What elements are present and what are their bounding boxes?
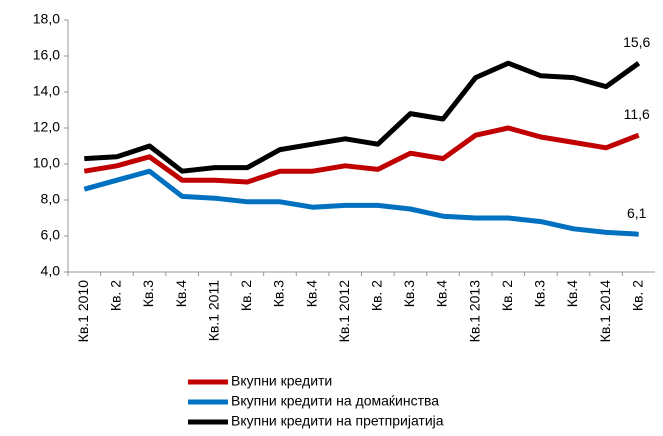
x-tick-label: Кв. 2 — [369, 280, 385, 311]
series-line — [83, 168, 639, 237]
data-label: 6,1 — [627, 205, 647, 221]
y-tick-label: 12,0 — [33, 119, 60, 135]
x-tick-label: Кв.4 — [434, 280, 450, 307]
legend-label: Вкупни кредити — [231, 373, 332, 389]
x-tick-label: Кв.1 2013 — [466, 280, 482, 343]
data-label: 15,6 — [623, 34, 650, 50]
x-tick-label: Кв.1 2010 — [75, 280, 91, 343]
x-tick-label: Кв.1 2011 — [205, 280, 221, 341]
x-tick-label: Кв.3 — [271, 280, 287, 307]
x-tick-label: Кв. 2 — [238, 280, 254, 311]
x-tick-label: Кв.4 — [303, 280, 319, 307]
x-tick-label: Кв.4 — [173, 280, 189, 307]
x-tick-label: Кв.3 — [401, 280, 417, 307]
y-tick-label: 4,0 — [41, 263, 61, 279]
y-tick-label: 8,0 — [41, 191, 61, 207]
series-line — [84, 60, 641, 174]
x-tick-label: Кв.1 2014 — [597, 280, 613, 343]
series-line — [83, 125, 640, 185]
legend-label: Вкупни кредити на домаќинства — [231, 393, 439, 409]
y-tick-label: 14,0 — [33, 83, 60, 99]
y-tick-label: 16,0 — [33, 47, 60, 63]
x-tick-label: Кв.1 2012 — [336, 280, 352, 343]
data-label: 11,6 — [624, 106, 650, 122]
x-tick-label: Кв. 2 — [499, 280, 515, 311]
x-tick-label: Кв.4 — [564, 280, 580, 307]
x-tick-label: Кв.3 — [140, 280, 156, 307]
y-tick-label: 6,0 — [41, 227, 61, 243]
x-tick-label: Кв.3 — [532, 280, 548, 307]
x-tick-label: Кв. 2 — [108, 280, 124, 311]
x-tick-label: Кв. 2 — [629, 280, 645, 311]
y-tick-label: 18,0 — [33, 11, 60, 27]
y-tick-label: 10,0 — [33, 155, 60, 171]
legend-label: Вкупни кредити на претпријатија — [231, 413, 444, 429]
